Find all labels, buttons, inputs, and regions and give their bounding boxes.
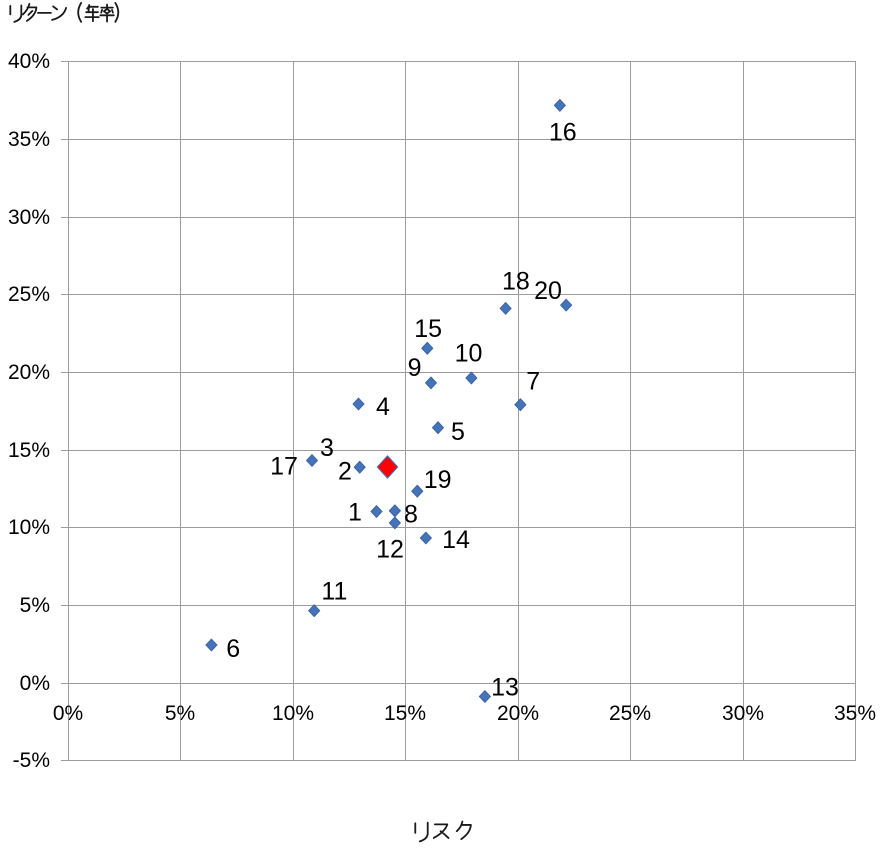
- svg-text:11: 11: [321, 578, 347, 606]
- svg-text:15%: 15%: [384, 702, 426, 725]
- svg-text:15: 15: [414, 315, 442, 343]
- svg-text:18: 18: [502, 268, 530, 296]
- svg-text:19: 19: [424, 466, 452, 494]
- svg-text:12: 12: [376, 536, 404, 564]
- svg-text:7: 7: [526, 368, 540, 396]
- svg-text:30%: 30%: [722, 702, 764, 725]
- svg-text:4: 4: [376, 393, 390, 421]
- svg-text:35%: 35%: [8, 128, 50, 151]
- svg-text:10%: 10%: [272, 702, 314, 725]
- svg-text:0%: 0%: [53, 702, 83, 725]
- svg-text:5: 5: [451, 418, 465, 446]
- svg-text:10: 10: [455, 340, 483, 368]
- svg-text:20%: 20%: [497, 702, 539, 725]
- svg-text:-5%: -5%: [13, 749, 50, 772]
- svg-text:9: 9: [408, 354, 422, 382]
- svg-text:1: 1: [348, 498, 362, 526]
- svg-text:8: 8: [404, 500, 418, 528]
- svg-text:5%: 5%: [165, 702, 195, 725]
- svg-text:15%: 15%: [8, 439, 50, 462]
- svg-text:30%: 30%: [8, 206, 50, 229]
- svg-text:0%: 0%: [20, 672, 50, 695]
- svg-text:17: 17: [270, 453, 298, 481]
- svg-text:3: 3: [320, 434, 334, 462]
- svg-text:13: 13: [491, 674, 519, 702]
- svg-text:5%: 5%: [20, 594, 50, 617]
- svg-text:35%: 35%: [834, 702, 876, 725]
- svg-text:14: 14: [442, 526, 470, 554]
- svg-text:40%: 40%: [8, 50, 50, 73]
- svg-text:20: 20: [534, 277, 562, 305]
- svg-text:20%: 20%: [8, 361, 50, 384]
- svg-text:25%: 25%: [609, 702, 651, 725]
- svg-text:6: 6: [226, 635, 240, 663]
- svg-text:25%: 25%: [8, 283, 50, 306]
- svg-text:16: 16: [549, 119, 577, 147]
- svg-text:10%: 10%: [8, 516, 50, 539]
- svg-text:2: 2: [338, 458, 352, 486]
